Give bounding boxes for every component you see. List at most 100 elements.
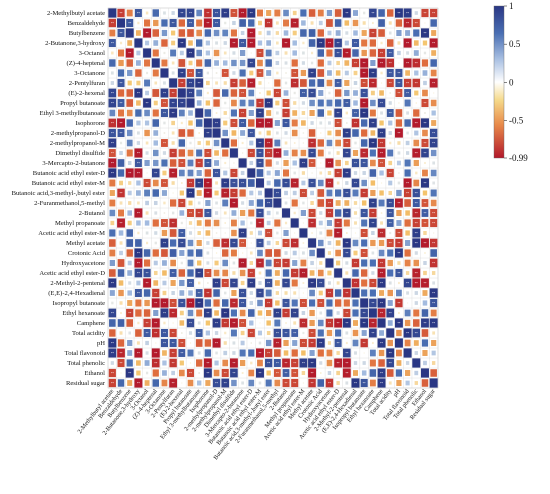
heatmap-cell xyxy=(317,99,324,107)
heatmap-cell xyxy=(282,208,291,218)
heatmap-cell xyxy=(334,9,342,17)
heatmap-cell xyxy=(380,111,383,115)
heatmap-cell xyxy=(403,58,412,68)
heatmap-cell xyxy=(422,350,428,356)
heatmap-cell xyxy=(352,269,359,277)
significance-mark: ** xyxy=(423,31,427,35)
heatmap-cell xyxy=(231,229,237,237)
heatmap-cell xyxy=(247,58,256,68)
heatmap-cell xyxy=(292,190,297,196)
row-label: 2-methylpropanol-D xyxy=(51,130,105,137)
significance-mark: ** xyxy=(120,131,124,135)
significance-mark: ** xyxy=(276,331,280,335)
heatmap-cell xyxy=(387,289,393,297)
heatmap-cell xyxy=(144,159,150,167)
heatmap-cell xyxy=(257,310,263,316)
heatmap-cell xyxy=(109,329,116,337)
heatmap-cell xyxy=(222,129,228,137)
heatmap-cell xyxy=(424,161,426,165)
heatmap-cell xyxy=(386,308,395,318)
heatmap-cell xyxy=(119,41,123,45)
significance-mark: ** xyxy=(111,141,115,145)
heatmap-cell xyxy=(414,251,418,255)
heatmap-cell xyxy=(144,19,151,27)
heatmap-cell xyxy=(145,151,149,155)
heatmap-cell xyxy=(414,291,418,295)
heatmap-cell xyxy=(360,378,368,388)
heatmap-cell xyxy=(388,120,393,126)
heatmap-cell xyxy=(126,119,133,127)
heatmap-cell xyxy=(284,141,288,145)
significance-mark: ** xyxy=(180,161,184,165)
heatmap-cell xyxy=(308,68,316,78)
heatmap-cell xyxy=(108,308,117,318)
heatmap-cell xyxy=(146,71,149,75)
heatmap-cell xyxy=(151,348,160,358)
heatmap-cell xyxy=(213,369,220,377)
heatmap-cell xyxy=(360,78,368,88)
significance-mark: ** xyxy=(397,321,401,325)
heatmap-cell xyxy=(169,269,177,277)
heatmap-cell xyxy=(394,248,403,258)
heatmap-cell xyxy=(360,58,369,68)
heatmap-cell xyxy=(354,351,357,355)
heatmap-cell xyxy=(293,171,296,175)
heatmap-cell xyxy=(204,109,212,117)
heatmap-cell xyxy=(143,48,152,58)
heatmap-cell xyxy=(293,101,297,105)
heatmap-cell xyxy=(308,29,316,37)
heatmap-cell xyxy=(169,308,177,318)
significance-mark: ** xyxy=(363,211,367,215)
heatmap-cell xyxy=(317,109,325,117)
heatmap-cell xyxy=(125,48,134,58)
row-label: 3-Mercapto-2-butanone xyxy=(42,160,105,167)
heatmap-cell xyxy=(388,190,393,196)
heatmap-cell xyxy=(180,121,183,125)
heatmap-cell xyxy=(152,179,159,187)
heatmap-cell xyxy=(204,208,212,218)
heatmap-cell xyxy=(188,40,193,46)
heatmap-cell xyxy=(351,278,360,288)
heatmap-cell xyxy=(195,298,204,308)
heatmap-cell xyxy=(291,69,299,77)
significance-mark: ** xyxy=(258,351,262,355)
heatmap-cell xyxy=(117,99,125,107)
heatmap-cell xyxy=(404,259,411,267)
heatmap-cell xyxy=(301,310,306,316)
significance-mark: ** xyxy=(172,331,176,335)
heatmap-cell xyxy=(111,51,114,55)
heatmap-cell xyxy=(172,192,174,194)
heatmap-cell xyxy=(161,99,168,107)
heatmap-cell xyxy=(343,138,351,148)
significance-mark: ** xyxy=(154,171,158,175)
significance-mark: ** xyxy=(120,191,124,195)
heatmap-cell xyxy=(360,249,368,257)
heatmap-cell xyxy=(360,68,369,78)
heatmap-cell xyxy=(259,92,261,94)
heatmap-cell xyxy=(377,258,386,268)
heatmap-cell xyxy=(420,28,429,38)
heatmap-cell xyxy=(310,201,314,205)
heatmap-cell xyxy=(127,339,133,347)
heatmap-cell xyxy=(412,58,421,68)
heatmap-cell xyxy=(412,218,420,228)
heatmap-cell xyxy=(344,70,349,76)
significance-mark: ** xyxy=(267,101,271,105)
heatmap-cell xyxy=(240,130,246,136)
heatmap-cell xyxy=(380,41,383,45)
heatmap-cell xyxy=(421,278,429,288)
heatmap-cell xyxy=(249,261,253,265)
significance-mark: ** xyxy=(163,181,167,185)
heatmap-cell xyxy=(119,301,123,305)
significance-mark: ** xyxy=(198,331,202,335)
heatmap-cell xyxy=(273,308,282,318)
heatmap-cell xyxy=(334,89,342,97)
heatmap-cell xyxy=(368,318,377,328)
heatmap-cell xyxy=(239,79,246,87)
heatmap-cell xyxy=(162,151,167,155)
significance-mark: ** xyxy=(406,81,410,85)
heatmap-cell xyxy=(368,118,377,128)
heatmap-cell xyxy=(361,200,367,206)
heatmap-cell xyxy=(345,31,349,35)
heatmap-cell xyxy=(413,29,420,37)
